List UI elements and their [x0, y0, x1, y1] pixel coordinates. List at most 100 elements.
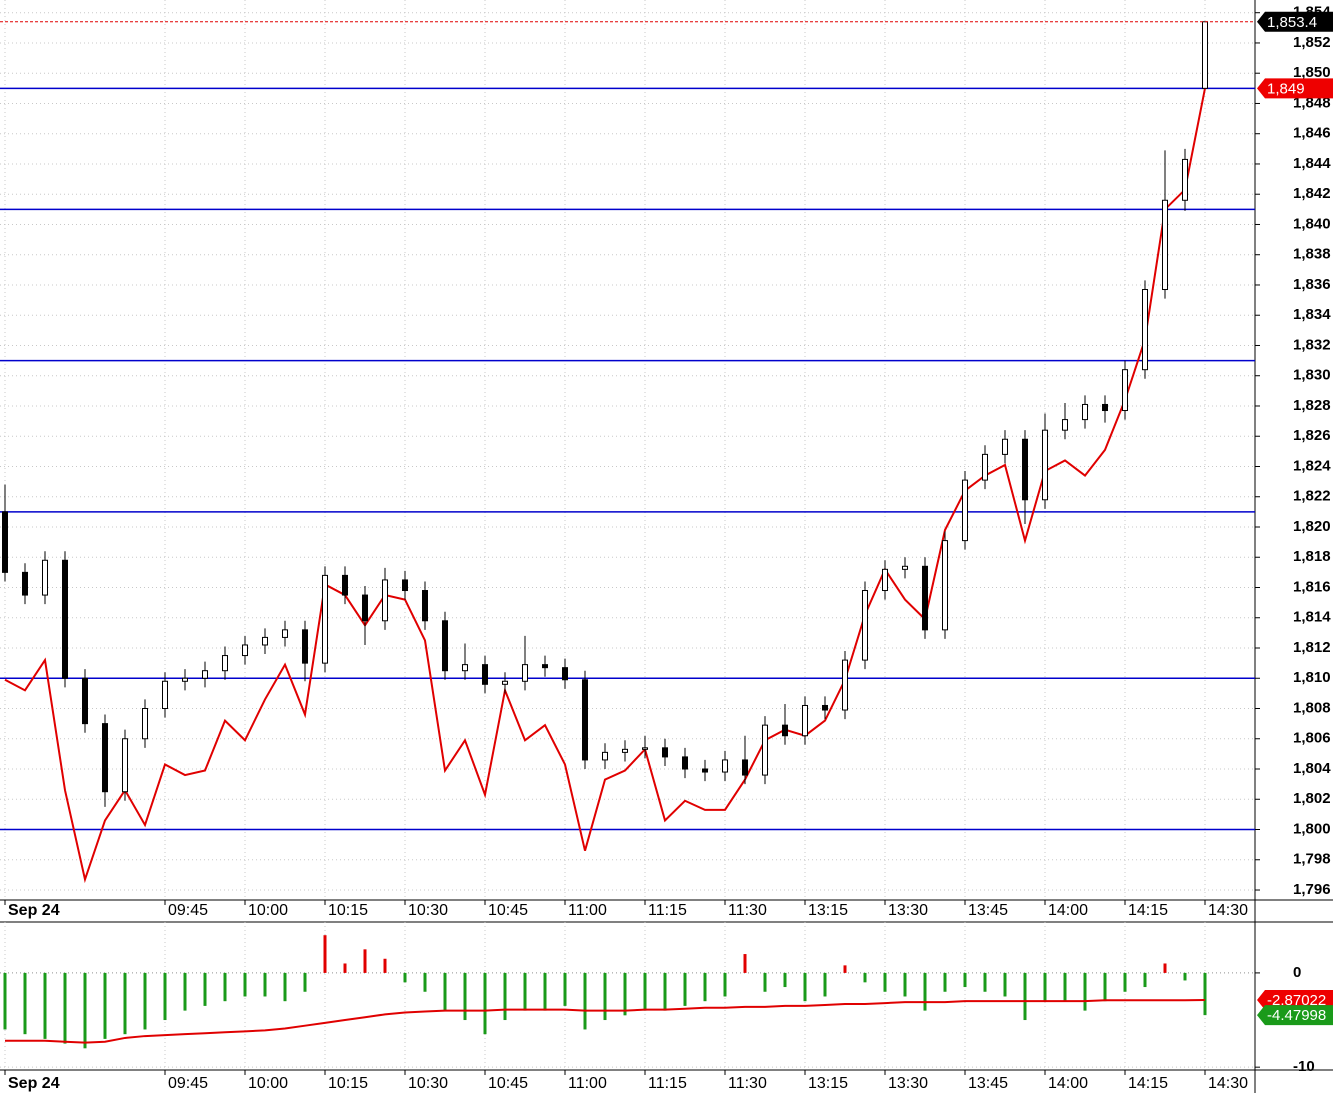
x-tick-label: 14:30 — [1208, 902, 1248, 919]
candle-body — [1162, 199, 1168, 291]
histogram-bar — [403, 972, 407, 983]
x-tick-label: 10:00 — [248, 902, 288, 919]
histogram-bar — [1143, 972, 1147, 988]
histogram-bar — [43, 972, 47, 1039]
candle-body — [1102, 403, 1108, 412]
candle-body — [82, 677, 88, 725]
y-tick-label: 1,830 — [1293, 367, 1331, 384]
y-tick-label: 1,844 — [1293, 155, 1331, 172]
y-tick-label: 1,800 — [1293, 820, 1331, 837]
histogram-bar — [183, 972, 187, 1011]
histogram-bar — [1043, 972, 1047, 1002]
candle-body — [642, 747, 648, 750]
y-tick-label: 1,852 — [1293, 34, 1331, 51]
price-tag — [1257, 11, 1333, 32]
histogram-bar — [1183, 972, 1187, 981]
histogram-bar — [823, 972, 827, 997]
histogram-bar — [603, 972, 607, 1021]
candle-body — [2, 511, 8, 573]
y-tick-label: 1,820 — [1293, 518, 1331, 535]
x-tick-label: 11:15 — [648, 1075, 687, 1092]
price-tag — [1257, 78, 1333, 99]
histogram-bar — [1063, 972, 1067, 1002]
histogram-bar — [23, 972, 27, 1035]
candle-body — [722, 759, 728, 773]
candle-body — [802, 704, 808, 737]
histogram-bar — [423, 972, 427, 992]
candle-body — [402, 579, 408, 592]
histogram-bar — [1123, 972, 1127, 992]
candle-body — [542, 664, 548, 669]
x-tick-label: 11:00 — [568, 902, 607, 919]
histogram-bar — [983, 972, 987, 992]
x-tick-label: 14:00 — [1048, 1075, 1088, 1092]
x-tick-label: 10:30 — [408, 902, 448, 919]
x-tick-label: 10:15 — [328, 902, 368, 919]
y-tick-label: -10 — [1293, 1058, 1315, 1075]
histogram-bar — [1003, 972, 1007, 997]
candle-body — [342, 574, 348, 596]
x-tick-label: 13:45 — [968, 1075, 1008, 1092]
candle-body — [22, 571, 28, 596]
candle-body — [462, 664, 468, 672]
candle-body — [522, 664, 528, 682]
candle-body — [762, 724, 768, 776]
x-tick-label: 13:15 — [808, 902, 848, 919]
y-tick-label: 1,842 — [1293, 185, 1331, 202]
price-tag-label: 1,853.4 — [1267, 14, 1317, 31]
x-tick-label: 09:45 — [168, 1075, 208, 1092]
candle-body — [182, 677, 188, 682]
y-tick-label: 1,796 — [1293, 881, 1331, 898]
candle-body — [322, 574, 328, 664]
y-tick-label: 1,802 — [1293, 790, 1331, 807]
y-tick-label: 1,798 — [1293, 851, 1331, 868]
y-tick-label: 1,826 — [1293, 427, 1331, 444]
candle-body — [702, 768, 708, 773]
x-tick-label: Sep 24 — [8, 902, 60, 919]
y-tick-label: 1,836 — [1293, 276, 1331, 293]
price-tag-label: 1,849 — [1267, 80, 1305, 97]
histogram-bar — [223, 972, 227, 1002]
price-tag-label: -2.87022 — [1267, 992, 1326, 1009]
candle-body — [1062, 419, 1068, 431]
x-tick-label: 14:15 — [1128, 902, 1168, 919]
histogram-bar — [843, 965, 847, 973]
histogram-bar — [523, 972, 527, 1011]
x-tick-label: 10:00 — [248, 1075, 288, 1092]
y-tick-label: 1,806 — [1293, 730, 1331, 747]
candle-body — [822, 704, 828, 711]
candle-body — [662, 747, 668, 758]
histogram-bar — [943, 972, 947, 992]
y-tick-label: 1,810 — [1293, 669, 1331, 686]
y-tick-label: 1,850 — [1293, 64, 1331, 81]
histogram-bar — [803, 972, 807, 1002]
candle-body — [382, 579, 388, 622]
histogram-bar — [383, 958, 387, 973]
histogram-bar — [863, 972, 867, 983]
candle-body — [222, 655, 228, 672]
histogram-bar — [663, 972, 667, 1011]
histogram-bar — [203, 972, 207, 1006]
candle-body — [602, 751, 608, 761]
candle-body — [42, 559, 48, 596]
histogram-bar — [1103, 972, 1107, 1002]
y-tick-label: 1,832 — [1293, 336, 1331, 353]
indicator-line — [4, 88, 1206, 884]
indicator-line — [5, 998, 1206, 1044]
candle-body — [202, 670, 208, 679]
x-tick-label: 10:15 — [328, 1075, 368, 1092]
histogram-bar — [703, 972, 707, 1002]
y-tick-label: 1,838 — [1293, 246, 1331, 263]
histogram-bar — [143, 972, 147, 1030]
histogram-bar — [583, 972, 587, 1030]
candle-body — [782, 724, 788, 737]
x-tick-label: 11:30 — [728, 1075, 767, 1092]
x-tick-label: 09:45 — [168, 902, 208, 919]
candle-body — [942, 540, 948, 631]
histogram-bar — [623, 972, 627, 1016]
histogram-bar — [503, 972, 507, 1021]
candle-body — [142, 708, 148, 740]
candle-body — [582, 679, 588, 761]
